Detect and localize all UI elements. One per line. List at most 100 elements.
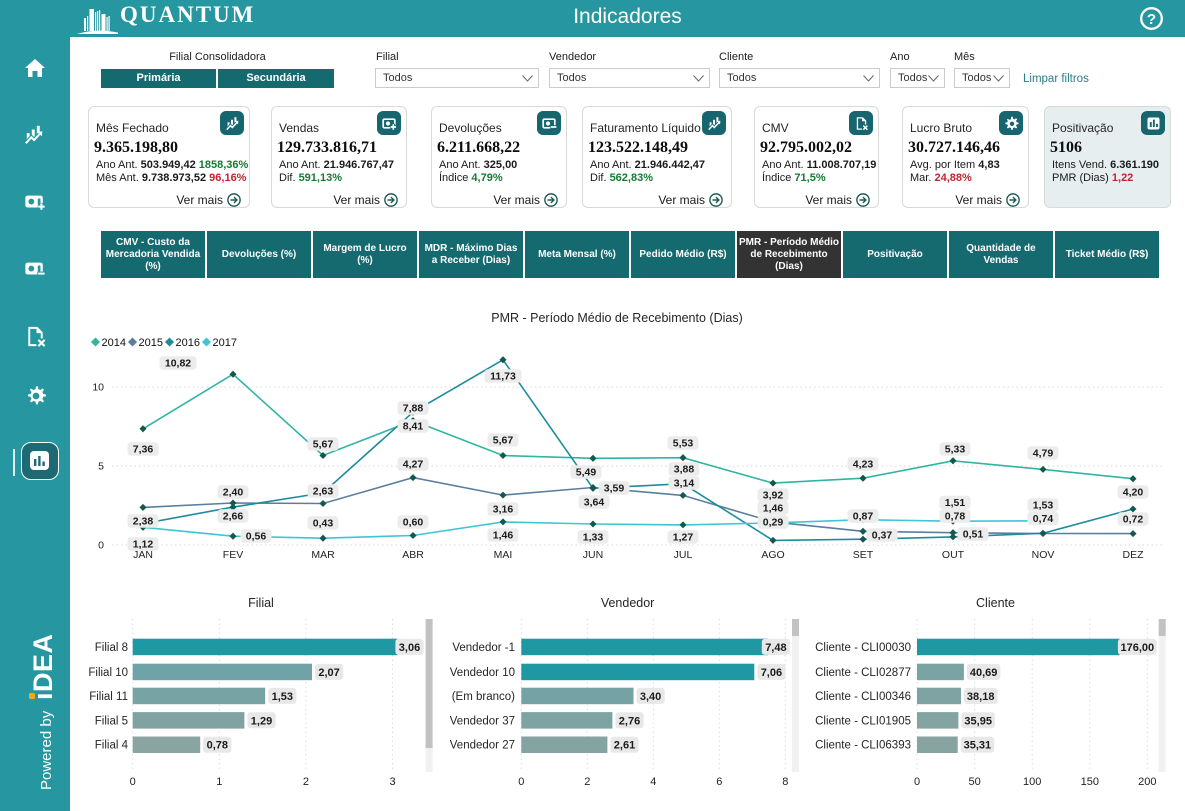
- svg-text:0,78: 0,78: [207, 740, 228, 752]
- svg-text:6: 6: [716, 776, 722, 788]
- svg-text:40,69: 40,69: [970, 667, 998, 679]
- svg-text:1: 1: [216, 776, 222, 788]
- svg-text:1,27: 1,27: [673, 532, 694, 544]
- svg-text:PMR - Período Médio de Recebim: PMR - Período Médio de Recebimento (Dias…: [491, 311, 743, 325]
- svg-text:0: 0: [518, 776, 524, 788]
- svg-text:1,53: 1,53: [1033, 500, 1054, 512]
- svg-text:8,41: 8,41: [403, 421, 424, 433]
- svg-text:3,14: 3,14: [674, 478, 695, 490]
- svg-text:3,92: 3,92: [763, 490, 784, 502]
- svg-text:2,07: 2,07: [318, 667, 339, 679]
- svg-text:5,67: 5,67: [493, 435, 514, 447]
- svg-text:5,33: 5,33: [945, 444, 966, 456]
- svg-text:4,79: 4,79: [1033, 448, 1054, 460]
- svg-text:Filial 10: Filial 10: [88, 667, 128, 679]
- svg-text:5,67: 5,67: [313, 439, 334, 451]
- svg-text:MAR: MAR: [311, 549, 335, 561]
- svg-text:3,06: 3,06: [399, 642, 420, 654]
- svg-text:0,72: 0,72: [1123, 514, 1144, 526]
- svg-text:5,49: 5,49: [576, 467, 597, 479]
- svg-text:(Em branco): (Em branco): [452, 691, 515, 703]
- svg-text:2: 2: [584, 776, 590, 788]
- svg-text:MAI: MAI: [494, 549, 513, 561]
- svg-text:3,16: 3,16: [493, 504, 514, 516]
- svg-text:2,40: 2,40: [223, 487, 244, 499]
- svg-text:5: 5: [98, 461, 104, 473]
- svg-text:0,74: 0,74: [1033, 513, 1054, 525]
- svg-text:2014: 2014: [102, 337, 126, 349]
- svg-text:10,82: 10,82: [165, 358, 191, 370]
- svg-text:3,64: 3,64: [584, 497, 605, 509]
- svg-text:5,53: 5,53: [673, 438, 694, 450]
- svg-text:4,20: 4,20: [1123, 487, 1144, 499]
- svg-text:0,51: 0,51: [963, 529, 984, 541]
- svg-text:0,87: 0,87: [853, 511, 874, 523]
- svg-text:150: 150: [1081, 776, 1099, 788]
- svg-text:Vendedor 37: Vendedor 37: [450, 715, 515, 727]
- svg-text:0,56: 0,56: [246, 531, 267, 543]
- svg-text:JUL: JUL: [674, 549, 693, 561]
- svg-text:0,60: 0,60: [403, 517, 424, 529]
- svg-text:Vendedor 10: Vendedor 10: [450, 667, 515, 679]
- svg-text:2016: 2016: [176, 337, 200, 349]
- svg-text:2: 2: [303, 776, 309, 788]
- svg-text:AGO: AGO: [761, 549, 784, 561]
- svg-text:4,23: 4,23: [853, 459, 874, 471]
- svg-text:FEV: FEV: [223, 549, 243, 561]
- svg-text:8: 8: [782, 776, 788, 788]
- svg-text:Cliente - CLI06393: Cliente - CLI06393: [815, 740, 911, 752]
- svg-text:176,00: 176,00: [1120, 642, 1154, 654]
- svg-text:0,43: 0,43: [313, 518, 334, 530]
- svg-text:SET: SET: [853, 549, 874, 561]
- svg-text:1,33: 1,33: [583, 532, 604, 544]
- svg-text:JUN: JUN: [583, 549, 603, 561]
- svg-text:7,48: 7,48: [765, 642, 786, 654]
- svg-text:Filial: Filial: [248, 596, 274, 610]
- svg-text:4: 4: [650, 776, 656, 788]
- svg-text:0: 0: [98, 540, 104, 552]
- svg-text:ABR: ABR: [402, 549, 424, 561]
- svg-text:Vendedor 27: Vendedor 27: [450, 740, 515, 752]
- svg-text:Vendedor -1: Vendedor -1: [452, 642, 515, 654]
- svg-text:JAN: JAN: [133, 549, 153, 561]
- svg-text:Filial 4: Filial 4: [95, 740, 129, 752]
- svg-text:DEZ: DEZ: [1123, 549, 1145, 561]
- svg-text:2,76: 2,76: [619, 715, 640, 727]
- svg-text:7,88: 7,88: [403, 403, 424, 415]
- svg-text:0,78: 0,78: [945, 511, 966, 523]
- svg-text:1,51: 1,51: [945, 497, 966, 509]
- svg-text:Cliente - CLI01905: Cliente - CLI01905: [815, 715, 911, 727]
- svg-text:1,12: 1,12: [133, 539, 154, 551]
- svg-text:Cliente - CLI00346: Cliente - CLI00346: [815, 691, 911, 703]
- svg-text:35,95: 35,95: [964, 715, 992, 727]
- svg-text:2017: 2017: [213, 337, 237, 349]
- svg-text:2,61: 2,61: [614, 740, 635, 752]
- svg-text:NOV: NOV: [1032, 549, 1055, 561]
- svg-text:Filial 8: Filial 8: [95, 642, 128, 654]
- svg-text:1,53: 1,53: [272, 691, 293, 703]
- svg-text:35,31: 35,31: [964, 740, 992, 752]
- svg-text:3,59: 3,59: [604, 483, 625, 495]
- svg-text:0: 0: [914, 776, 920, 788]
- svg-text:7,06: 7,06: [761, 667, 782, 679]
- svg-text:11,73: 11,73: [490, 371, 516, 383]
- svg-text:1,46: 1,46: [763, 503, 784, 515]
- svg-text:0: 0: [130, 776, 136, 788]
- svg-text:3,88: 3,88: [674, 464, 695, 476]
- svg-text:Cliente: Cliente: [976, 596, 1015, 610]
- svg-text:Vendedor: Vendedor: [601, 596, 655, 610]
- svg-text:0,37: 0,37: [872, 530, 893, 542]
- svg-text:0,29: 0,29: [763, 517, 784, 529]
- svg-text:?: ?: [1147, 11, 1156, 28]
- svg-text:50: 50: [968, 776, 980, 788]
- svg-text:2,66: 2,66: [223, 511, 244, 523]
- svg-text:1,29: 1,29: [251, 715, 272, 727]
- svg-text:Cliente - CLI00030: Cliente - CLI00030: [815, 642, 911, 654]
- svg-text:7,36: 7,36: [133, 444, 154, 456]
- svg-text:Filial 11: Filial 11: [89, 691, 128, 703]
- svg-text:1,46: 1,46: [493, 530, 514, 542]
- svg-text:3: 3: [389, 776, 395, 788]
- svg-text:OUT: OUT: [942, 549, 965, 561]
- svg-text:3,40: 3,40: [640, 691, 661, 703]
- svg-text:Cliente - CLI02877: Cliente - CLI02877: [815, 667, 911, 679]
